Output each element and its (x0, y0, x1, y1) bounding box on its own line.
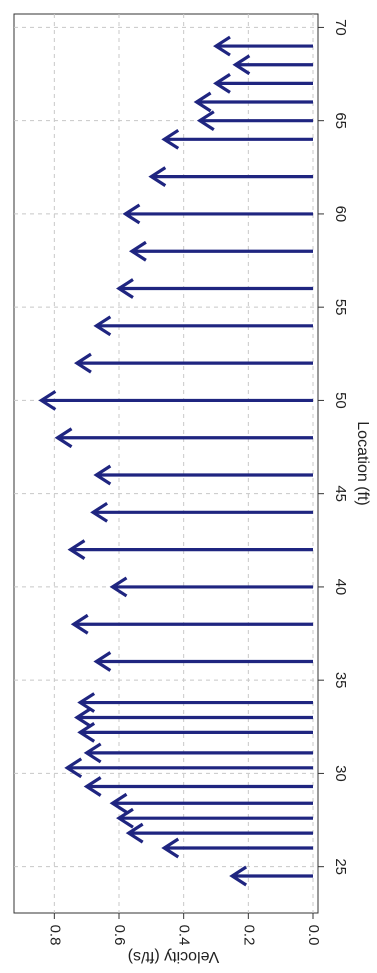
arrow-head (54, 427, 73, 449)
velocity-arrow (125, 822, 313, 844)
arrow-head (128, 240, 147, 262)
velocity-arrow (161, 128, 313, 150)
x-tick-label: 45 (332, 485, 349, 502)
velocity-arrow (116, 807, 313, 829)
velocity-arrow (93, 464, 313, 486)
arrow-head (161, 128, 180, 150)
y-tick-label: 0.2 (240, 925, 257, 946)
velocity-arrow (67, 539, 313, 560)
velocity-arrow (148, 166, 313, 187)
velocity-arrow (232, 54, 313, 76)
arrow-head (77, 692, 96, 713)
velocity-arrow (93, 315, 313, 337)
velocity-arrow (109, 792, 313, 814)
velocity-arrow (74, 352, 313, 374)
x-tick-label: 70 (332, 19, 349, 36)
y-tick-label: 0.0 (305, 925, 322, 946)
arrow-head (67, 539, 86, 560)
velocity-arrow (77, 692, 313, 713)
velocity-arrow (54, 427, 313, 449)
velocity-arrow (122, 203, 313, 225)
y-tick-label: 0.8 (46, 925, 63, 946)
arrow-head (83, 776, 102, 797)
velocity-arrow (74, 707, 313, 728)
velocity-arrow (213, 73, 313, 94)
velocity-arrow (70, 613, 313, 635)
arrow-head (116, 278, 134, 299)
arrow-head (93, 651, 112, 672)
x-axis-label: Location (ft) (354, 421, 371, 505)
arrow-head (64, 757, 83, 779)
velocity-arrow (83, 742, 313, 764)
y-axis-label: Velocity (ft/s) (128, 948, 220, 965)
velocity-arrow (116, 278, 313, 299)
arrow-head (122, 203, 141, 225)
velocity-arrow (90, 501, 313, 523)
arrow-head (196, 110, 215, 132)
arrow-head (38, 390, 57, 411)
velocity-arrow (128, 240, 313, 262)
arrow-head (232, 54, 251, 76)
arrow-head (116, 807, 134, 829)
axes: 25 30 35 40 45 50 55 60 65 70 0.0 0.2 0.4 0.6 0.8 (46, 19, 349, 945)
arrow-head (74, 352, 92, 374)
plot-area (13, 13, 319, 914)
arrow-head (109, 792, 128, 814)
velocity-arrow (93, 651, 313, 672)
arrow-head (70, 613, 89, 635)
velocity-arrow (161, 837, 313, 859)
x-tick-label: 60 (332, 206, 349, 223)
arrow-head (148, 166, 167, 187)
arrow-head (213, 35, 231, 57)
x-tick-label: 50 (332, 392, 349, 409)
plot-frame (13, 13, 319, 914)
arrow-head (83, 742, 102, 764)
x-tick-label: 25 (332, 858, 349, 875)
x-tick-label: 40 (332, 579, 349, 596)
velocity-arrow (213, 35, 313, 57)
velocity-arrow (38, 390, 313, 411)
arrow-head (109, 576, 128, 598)
arrow-head (229, 865, 248, 887)
velocity-arrow (64, 757, 313, 779)
velocity-arrow (229, 865, 313, 887)
velocity-arrow (83, 776, 313, 797)
y-tick-label: 0.6 (111, 925, 128, 946)
velocity-arrow (196, 110, 313, 132)
arrow-head (161, 837, 180, 859)
x-tick-label: 55 (332, 299, 349, 316)
arrow-head (193, 91, 212, 113)
arrow-head (90, 501, 108, 523)
y-tick-label: 0.4 (176, 925, 193, 946)
arrow-head (93, 315, 112, 337)
x-tick-label: 65 (332, 112, 349, 129)
x-tick-label: 35 (332, 672, 349, 689)
x-tick-label: 30 (332, 765, 349, 782)
velocity-arrow (193, 91, 313, 113)
arrow-head (213, 73, 231, 94)
velocity-arrow (109, 576, 313, 598)
arrow-head (125, 822, 144, 844)
arrow-head (74, 707, 92, 728)
arrow-head (93, 464, 112, 486)
